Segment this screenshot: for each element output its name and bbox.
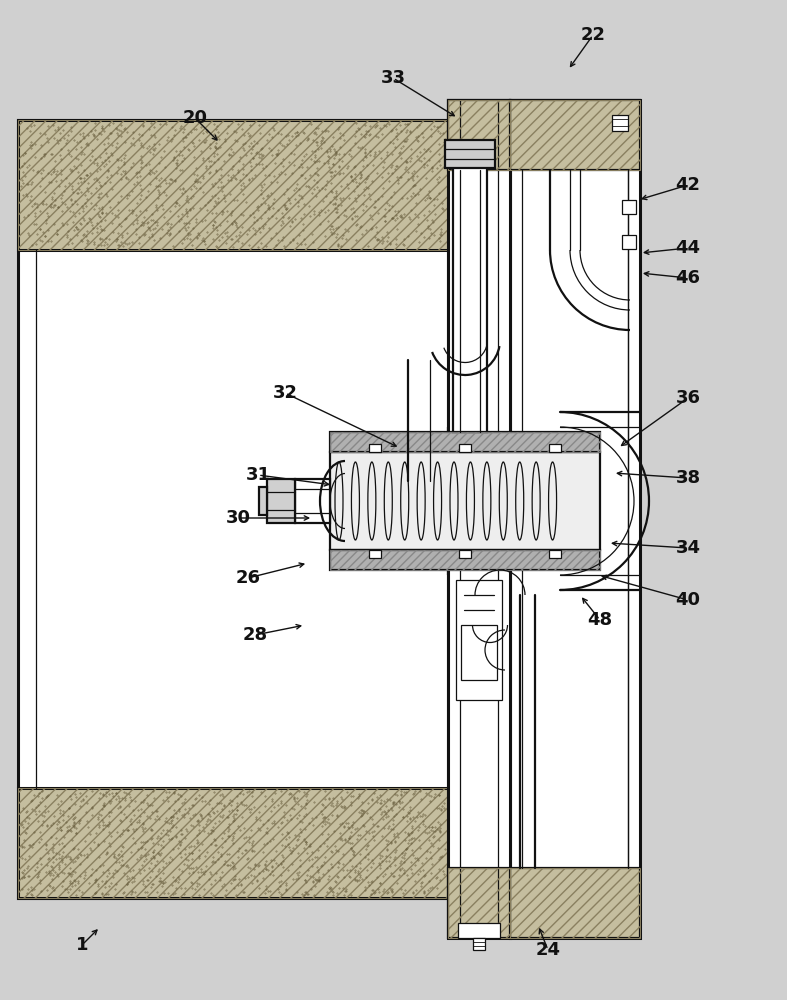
Text: 38: 38 (675, 469, 700, 487)
Bar (330, 550, 600, 570)
Bar (461, 625, 497, 680)
Text: 32: 32 (272, 384, 297, 402)
Text: 34: 34 (675, 539, 700, 557)
Bar (549, 550, 561, 558)
Bar (510, 100, 640, 170)
Bar (458, 923, 500, 938)
Bar (549, 444, 561, 452)
Text: 28: 28 (242, 626, 268, 644)
Text: 24: 24 (535, 941, 560, 959)
Bar (18, 788, 448, 898)
Bar (510, 868, 640, 938)
Bar (369, 550, 381, 558)
Bar (510, 868, 640, 938)
Bar (18, 120, 448, 898)
Bar (445, 140, 495, 168)
Bar (330, 550, 600, 570)
Bar (18, 120, 448, 250)
Text: 26: 26 (235, 569, 260, 587)
Text: 22: 22 (581, 26, 605, 44)
Bar (510, 100, 640, 170)
Text: 46: 46 (675, 269, 700, 287)
Text: 30: 30 (226, 509, 250, 527)
Text: 44: 44 (675, 239, 700, 257)
Bar (456, 580, 502, 700)
Bar (330, 432, 600, 452)
Text: 33: 33 (380, 69, 405, 87)
Bar (448, 868, 510, 938)
Text: 40: 40 (675, 591, 700, 609)
Bar (18, 788, 448, 898)
Text: 20: 20 (183, 109, 208, 127)
Text: 1: 1 (76, 936, 88, 954)
Bar (330, 432, 600, 452)
Bar (459, 444, 471, 452)
Bar (622, 235, 636, 249)
Bar (612, 115, 628, 131)
Bar (267, 479, 295, 523)
Bar (459, 550, 471, 558)
Bar (295, 479, 330, 523)
Bar (448, 100, 510, 170)
Text: 36: 36 (675, 389, 700, 407)
Bar (18, 120, 448, 250)
Bar (622, 200, 636, 214)
Bar (448, 100, 510, 938)
Text: 48: 48 (587, 611, 612, 629)
Bar (369, 444, 381, 452)
Text: 42: 42 (675, 176, 700, 194)
Bar (510, 100, 640, 938)
Bar (330, 452, 600, 550)
Bar (448, 868, 510, 938)
Bar (259, 487, 267, 515)
Bar (448, 100, 510, 170)
Bar (473, 938, 485, 950)
Text: 31: 31 (246, 466, 271, 484)
Bar (453, 165, 487, 432)
